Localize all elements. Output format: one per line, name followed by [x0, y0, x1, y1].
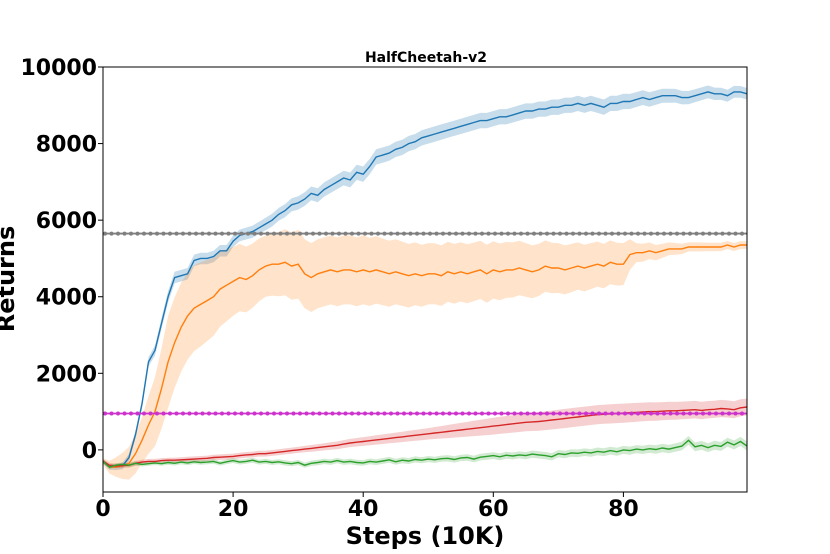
reference-line-1 — [103, 411, 747, 416]
x-tick-label: 20 — [218, 497, 249, 522]
reference-lines — [103, 231, 747, 416]
series-lines — [102, 91, 748, 468]
series-2-line — [102, 406, 748, 467]
series-1-line — [102, 244, 747, 468]
y-tick-label: 10000 — [20, 56, 97, 81]
y-tick-label: 2000 — [36, 362, 97, 387]
x-tick-label: 40 — [348, 497, 379, 522]
y-axis-ticks: 0 2000 4000 6000 8000 10000 — [20, 56, 103, 464]
y-tick-label: 6000 — [36, 209, 97, 234]
x-tick-label: 80 — [608, 497, 639, 522]
y-tick-label: 8000 — [36, 133, 97, 158]
series-0-line — [102, 91, 748, 468]
chart-title: HalfCheetah-v2 — [365, 50, 487, 66]
y-tick-label: 4000 — [36, 286, 97, 311]
series-1-band — [103, 229, 747, 480]
x-axis-label: Steps (10K) — [346, 522, 505, 550]
series-3-line — [102, 439, 748, 468]
x-tick-label: 0 — [95, 497, 110, 522]
reference-line-0 — [103, 231, 747, 236]
y-tick-label: 0 — [82, 439, 97, 464]
confidence-bands — [103, 85, 747, 480]
plot-frame — [102, 66, 748, 493]
y-axis-label: Returns — [0, 226, 20, 333]
x-tick-label: 60 — [478, 497, 509, 522]
series-3-band — [103, 436, 747, 470]
x-axis-ticks: 0 20 40 60 80 — [95, 492, 639, 522]
